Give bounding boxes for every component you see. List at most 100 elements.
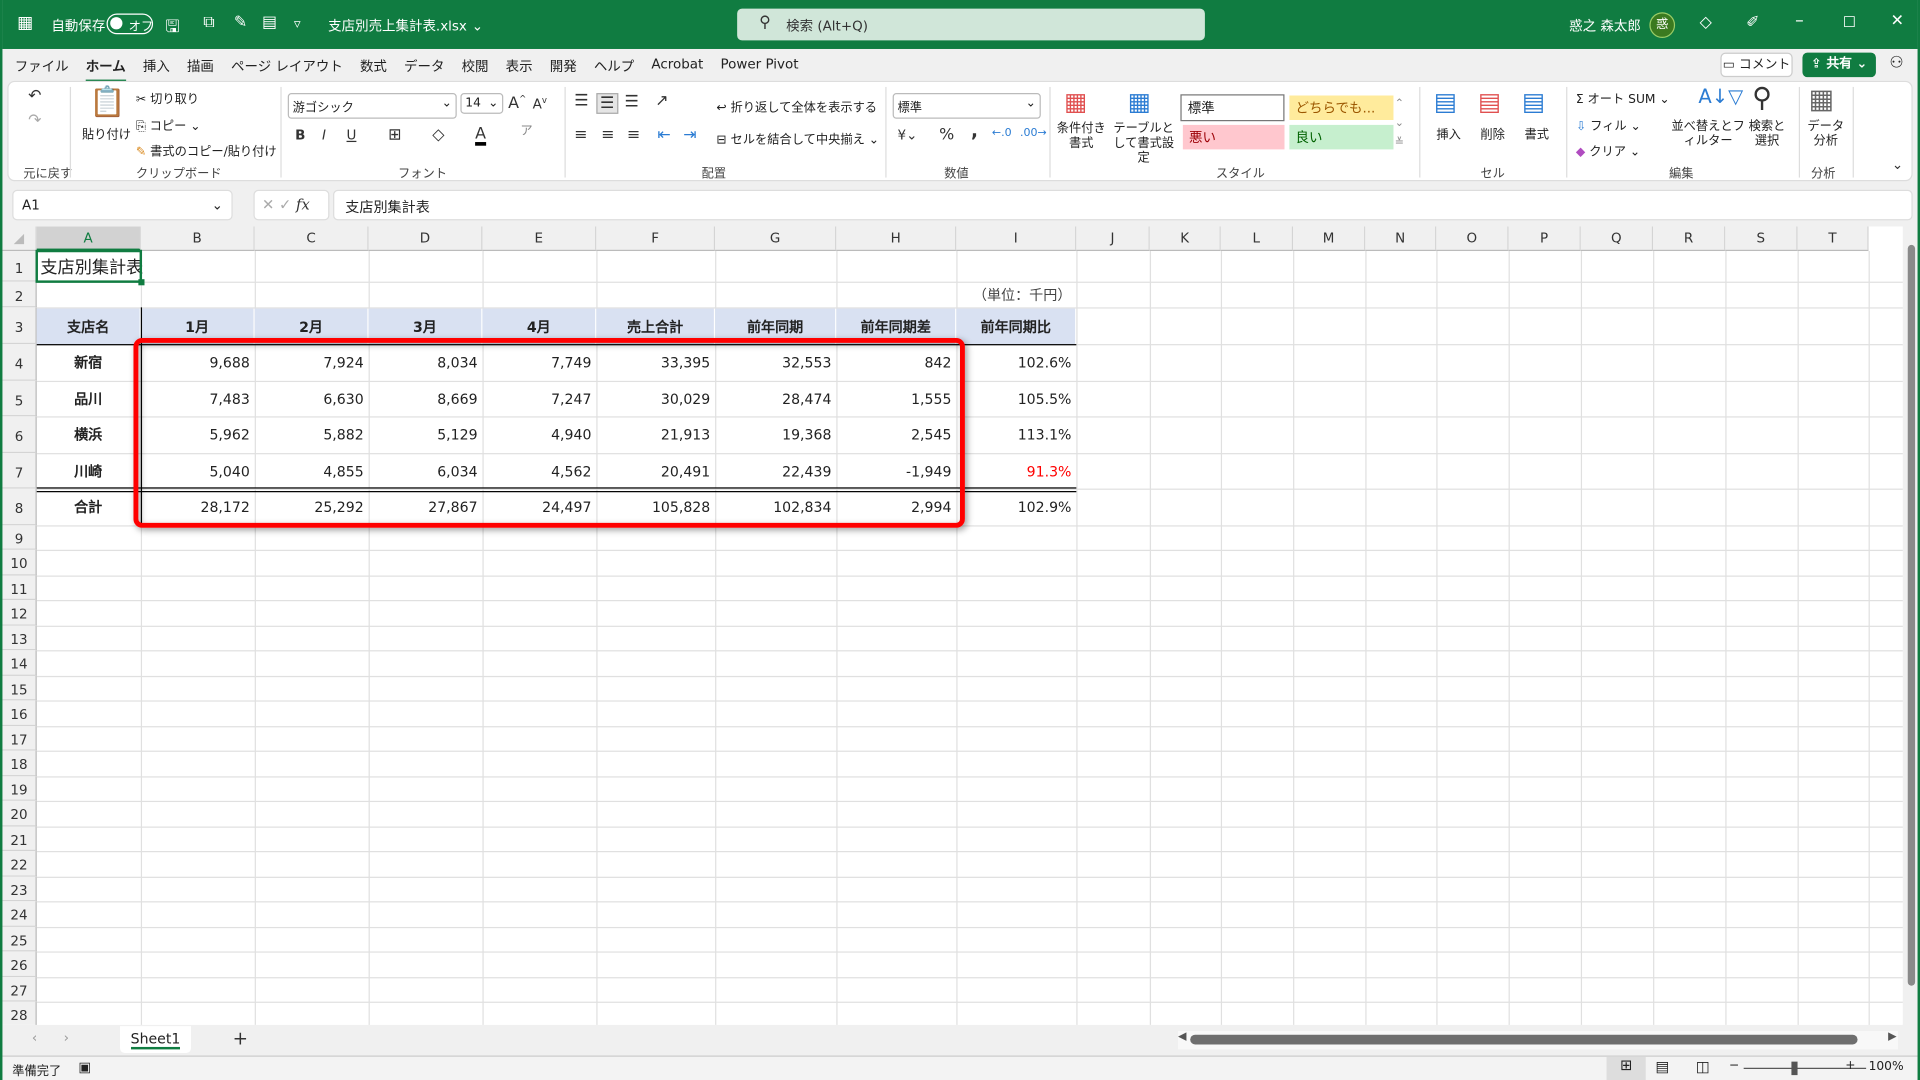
branch-name-cell[interactable]: 川崎 <box>74 462 103 480</box>
save-icon[interactable]: 🖫 <box>165 17 180 37</box>
row-header-9[interactable]: 9 <box>2 524 37 550</box>
delete-cells-icon[interactable]: ▤ <box>1477 86 1502 117</box>
autosum-button[interactable]: Σ オート SUM ⌄ <box>1575 93 1670 107</box>
tab-home[interactable]: ホーム <box>85 56 126 83</box>
add-sheet-button[interactable]: + <box>232 1027 249 1050</box>
font-name-select[interactable]: 游ゴシック ⌄ <box>287 93 457 119</box>
table-cell[interactable]: 20,491 <box>660 462 711 480</box>
increase-decimal-icon[interactable]: ←.0 <box>991 127 1012 140</box>
accessibility-icon[interactable]: ▣ <box>78 1059 92 1076</box>
normal-view-icon[interactable]: ⊞ <box>1606 1056 1646 1080</box>
cell-unit[interactable]: （単位：千円） <box>972 286 1072 304</box>
tab-view[interactable]: 表示 <box>505 58 533 75</box>
row-header-23[interactable]: 23 <box>2 876 37 902</box>
autosave-toggle[interactable]: オフ <box>106 13 154 35</box>
column-header-M[interactable]: M <box>1293 226 1366 252</box>
style-normal[interactable]: 標準 <box>1180 94 1285 122</box>
table-cell[interactable]: 6,630 <box>323 390 364 408</box>
table-cell[interactable]: 8,669 <box>437 390 478 408</box>
table-cell[interactable]: 2,545 <box>911 426 952 444</box>
tab-page-layout[interactable]: ページ レイアウト <box>231 58 343 75</box>
column-header-K[interactable]: K <box>1149 226 1221 252</box>
tab-file[interactable]: ファイル <box>14 58 69 75</box>
table-cell[interactable]: 5,040 <box>209 462 250 480</box>
vertical-scroll-thumb[interactable] <box>1907 244 1916 986</box>
column-header-N[interactable]: N <box>1365 226 1437 252</box>
row-header-15[interactable]: 15 <box>2 675 37 701</box>
fill-color-icon[interactable]: ◇ <box>432 126 445 145</box>
column-header-P[interactable]: P <box>1508 226 1581 252</box>
column-header-Q[interactable]: Q <box>1580 226 1654 252</box>
column-header-F[interactable]: F <box>596 226 716 252</box>
tab-draw[interactable]: 描画 <box>186 58 214 75</box>
row-header-4[interactable]: 4 <box>2 344 37 381</box>
table-cell[interactable]: 25,292 <box>314 498 364 516</box>
tab-developer[interactable]: 開発 <box>549 58 577 75</box>
column-header-O[interactable]: O <box>1436 226 1509 252</box>
zoom-slider[interactable] <box>1743 1067 1867 1069</box>
column-header-B[interactable]: B <box>140 226 255 252</box>
row-header-26[interactable]: 26 <box>2 951 37 977</box>
bold-button[interactable]: B <box>295 127 306 144</box>
format-painter-button[interactable]: ✎ 書式のコピー/貼り付け <box>135 145 277 160</box>
redo-icon[interactable]: ↷ <box>28 111 42 130</box>
row-header-13[interactable]: 13 <box>2 625 37 651</box>
conditional-format-button[interactable]: 条件付き書式 <box>1056 122 1106 151</box>
customize-qat-icon[interactable]: ▿ <box>293 15 301 32</box>
table-cell[interactable]: 102.6% <box>1017 354 1072 372</box>
column-header-L[interactable]: L <box>1220 226 1294 252</box>
file-name-button[interactable]: 支店別売上集計表.xlsx ⌄ <box>328 16 483 36</box>
table-cell[interactable]: 842 <box>924 354 952 372</box>
row-header-12[interactable]: 12 <box>2 600 37 626</box>
table-cell[interactable]: 7,247 <box>551 390 592 408</box>
find-select-icon[interactable]: ⚲ <box>1752 83 1772 114</box>
cut-button[interactable]: ✂ 切り取り <box>135 93 200 107</box>
horizontal-scrollbar[interactable]: ◀ ▶ <box>1177 1031 1898 1050</box>
table-cell[interactable]: 27,867 <box>428 498 478 516</box>
cancel-icon[interactable]: ✕ <box>262 195 275 214</box>
tab-power-pivot[interactable]: Power Pivot <box>720 56 799 73</box>
data-analysis-icon[interactable]: ▦ <box>1808 84 1835 116</box>
data-analysis-button[interactable]: データ分析 <box>1807 120 1845 149</box>
user-name[interactable]: 惑之 森太郎 <box>1569 18 1641 35</box>
align-top-icon[interactable]: ☰ <box>574 91 589 111</box>
brush-icon[interactable]: ✎ <box>233 13 248 32</box>
table-cell[interactable]: 7,924 <box>323 354 364 372</box>
table-cell[interactable]: 1,555 <box>911 390 952 408</box>
column-header-E[interactable]: E <box>482 226 597 252</box>
align-bottom-icon[interactable]: ☰ <box>624 93 639 112</box>
row-header-20[interactable]: 20 <box>2 800 37 826</box>
row-header-5[interactable]: 5 <box>2 380 37 417</box>
name-box[interactable]: A1 ⌄ <box>12 189 233 221</box>
table-cell[interactable]: 105.5% <box>1017 390 1072 408</box>
percent-button[interactable]: % <box>939 126 955 145</box>
style-good[interactable]: 良い <box>1289 124 1394 150</box>
insert-function-button[interactable]: fx <box>296 195 310 214</box>
orientation-icon[interactable]: ↗ <box>655 91 669 111</box>
row-header-28[interactable]: 28 <box>2 1001 37 1025</box>
table-cell[interactable]: 4,940 <box>551 426 592 444</box>
zoom-in-icon[interactable]: + <box>1845 1059 1856 1073</box>
column-header-J[interactable]: J <box>1076 226 1150 252</box>
row-header-8[interactable]: 8 <box>2 488 37 525</box>
align-center-icon[interactable]: ≡ <box>601 126 615 145</box>
merge-center-button[interactable]: ⊟ セルを結合して中央揃え ⌄ <box>716 133 879 147</box>
select-all-button[interactable]: ◢ <box>2 226 37 252</box>
undo-icon[interactable]: ↶ <box>28 86 42 106</box>
table-cell[interactable]: 19,368 <box>782 426 832 444</box>
increase-indent-icon[interactable]: ⇥ <box>683 126 697 145</box>
fill-button[interactable]: ⇩ フィル ⌄ <box>1575 120 1641 134</box>
table-cell[interactable]: 4,855 <box>323 462 364 480</box>
horizontal-scroll-thumb[interactable] <box>1190 1034 1858 1045</box>
row-header-18[interactable]: 18 <box>2 750 37 776</box>
tab-review[interactable]: 校閲 <box>461 58 489 75</box>
zoom-level[interactable]: 100% <box>1868 1060 1904 1074</box>
cell-title[interactable]: 支店別集計表 <box>40 258 144 278</box>
table-cell[interactable]: 91.3% <box>1026 462 1072 480</box>
table-cell[interactable]: 102,834 <box>773 498 832 516</box>
sort-filter-button[interactable]: 並べ替えとフィルター <box>1671 120 1745 149</box>
table-cell[interactable]: 5,962 <box>209 426 250 444</box>
spreadsheet-grid[interactable]: ◢ A B C D E F G H I J K L M N O P Q R S T 1 2 3 4 5 6 7 8 9 10 11 12 13 14… <box>2 226 1903 1025</box>
row-header-24[interactable]: 24 <box>2 901 37 927</box>
column-header-C[interactable]: C <box>254 226 369 252</box>
